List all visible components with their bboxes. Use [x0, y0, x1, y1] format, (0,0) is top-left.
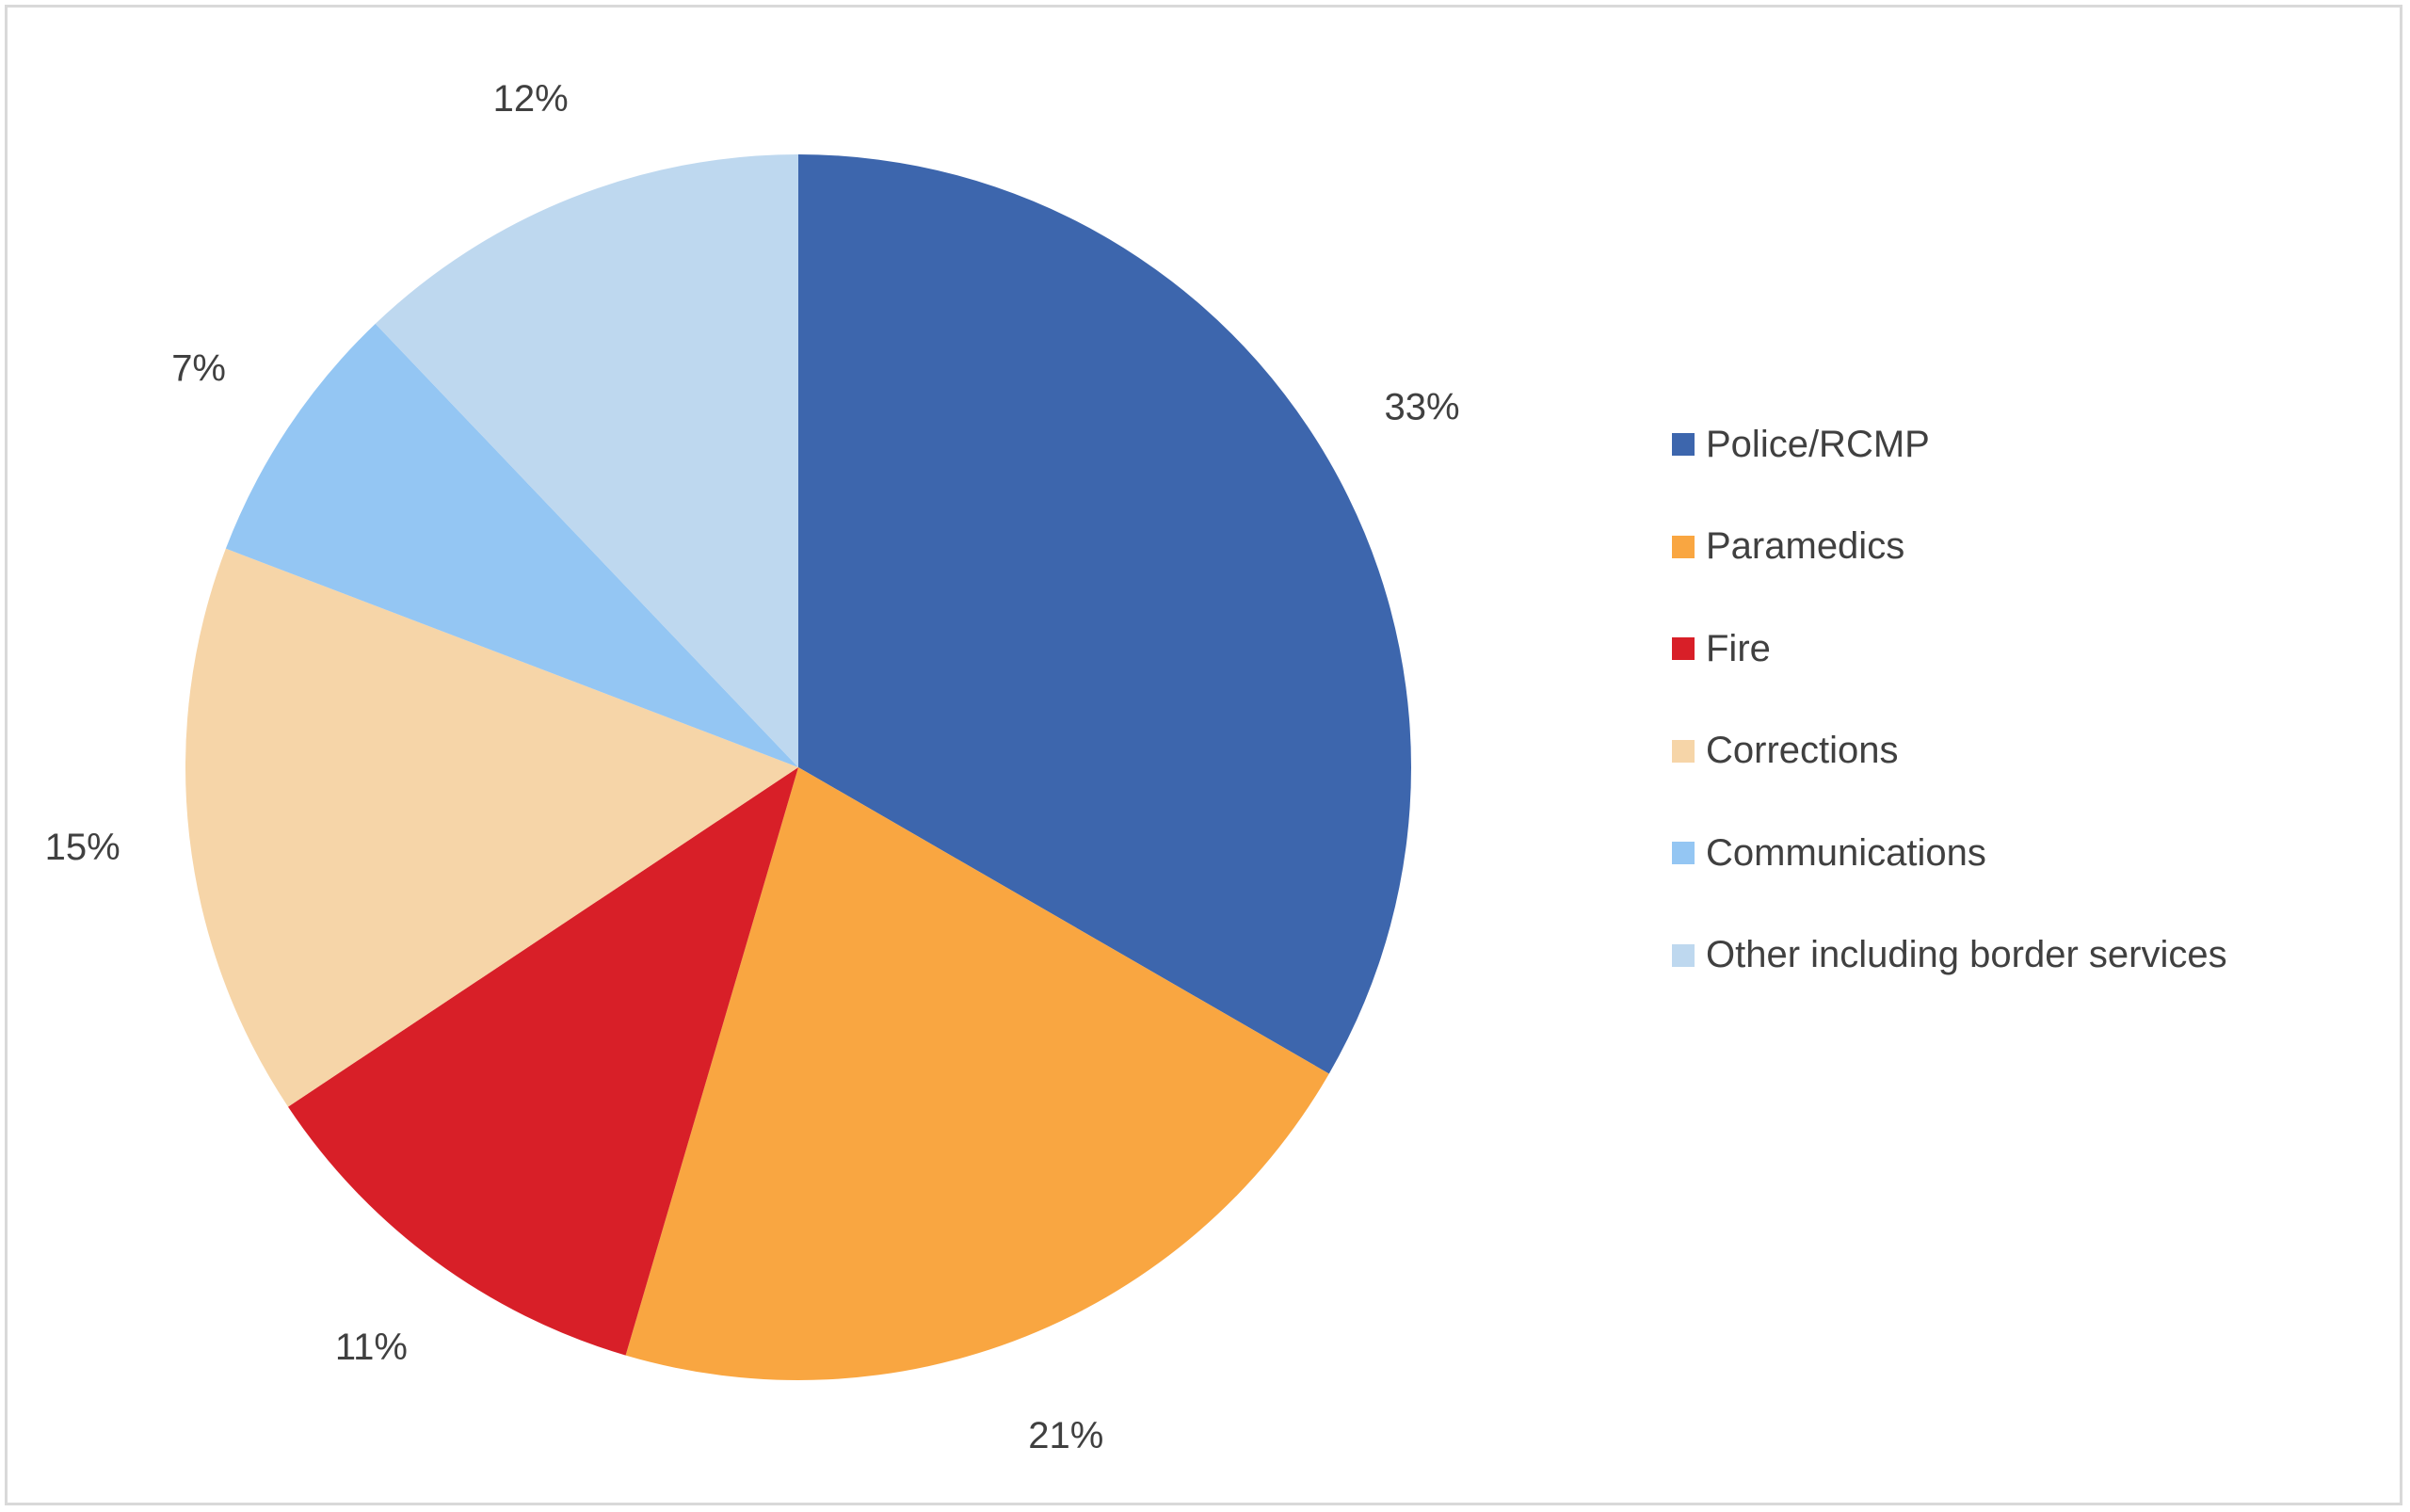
legend-swatch — [1672, 842, 1695, 865]
pie-slice-paramedics — [625, 767, 1329, 1380]
pie-data-labels: 33% 21% 11% 15% 7% 12% — [45, 78, 1460, 1456]
chart-legend: Police/RCMP Paramedics Fire Corrections Comm… — [1672, 394, 2227, 1006]
pie-slice-corrections — [185, 548, 798, 1107]
legend-label: Other including border services — [1706, 934, 2227, 976]
data-label-corrections: 15% — [45, 827, 120, 868]
data-label-paramedics: 21% — [1028, 1415, 1103, 1456]
legend-label: Communications — [1706, 831, 1986, 874]
data-label-other-including-border-services: 12% — [493, 78, 569, 120]
legend-item-corrections: Corrections — [1672, 700, 2227, 803]
pie-slices — [185, 153, 1411, 1380]
legend-swatch — [1672, 943, 1695, 967]
pie-slice-police-rcmp — [798, 154, 1411, 1074]
pie-slice-communications — [225, 323, 798, 767]
legend-item-fire: Fire — [1672, 598, 2227, 700]
data-label-fire: 11% — [335, 1327, 408, 1368]
legend-swatch — [1672, 739, 1695, 763]
legend-item-communications: Communications — [1672, 802, 2227, 905]
data-label-police-rcmp: 33% — [1384, 387, 1459, 428]
legend-swatch — [1672, 433, 1695, 457]
legend-label: Paramedics — [1706, 525, 1905, 568]
pie-slice-other-including-border-services — [375, 153, 798, 767]
legend-swatch — [1672, 637, 1695, 661]
legend-item-other-including-border-services: Other including border services — [1672, 905, 2227, 1007]
legend-label: Corrections — [1706, 730, 1899, 772]
legend-swatch — [1672, 535, 1695, 558]
legend-item-police-rcmp: Police/RCMP — [1672, 394, 2227, 496]
data-label-communications: 7% — [171, 347, 226, 389]
legend-label: Fire — [1706, 627, 1771, 669]
legend-item-paramedics: Paramedics — [1672, 496, 2227, 599]
pie-slice-fire — [288, 767, 798, 1356]
legend-label: Police/RCMP — [1706, 423, 1930, 465]
